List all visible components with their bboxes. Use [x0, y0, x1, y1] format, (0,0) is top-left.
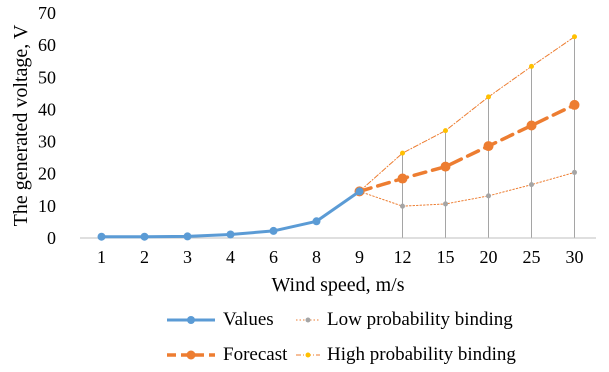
data-point-forecast: [483, 141, 494, 152]
y-axis-title: The generated voltage, V: [10, 24, 32, 226]
legend-swatch-low: [296, 317, 320, 323]
data-point-high-probability-binding: [486, 94, 491, 100]
legend-item-values: Values: [165, 305, 274, 335]
legend-swatch-high: [296, 352, 320, 358]
x-tick-label: 1: [97, 247, 106, 267]
legend-label-low: Low probability binding: [327, 309, 513, 330]
y-tick-label: 20: [38, 164, 56, 184]
data-point-high-probability-binding: [529, 63, 534, 69]
data-point-values: [226, 230, 235, 239]
data-point-values: [269, 226, 278, 235]
series-values: [97, 187, 364, 241]
y-tick-label: 60: [38, 35, 56, 55]
data-point-values: [97, 232, 106, 241]
x-tick-label: 9: [355, 247, 364, 267]
x-axis-title: Wind speed, m/s: [271, 274, 404, 296]
data-point-values: [140, 232, 149, 241]
x-tick-label: 4: [226, 247, 235, 267]
data-point-forecast: [440, 161, 451, 172]
legend-swatch-values: [167, 316, 215, 324]
legend-item-high: High probability binding: [295, 340, 516, 370]
x-tick-label: 25: [523, 247, 541, 267]
data-point-low-probability-binding: [400, 203, 405, 209]
legend-label-forecast: Forecast: [223, 344, 288, 365]
data-point-high-probability-binding: [443, 128, 448, 134]
legend-label-high: High probability binding: [327, 344, 516, 365]
data-point-high-probability-binding: [572, 34, 577, 40]
x-tick-label: 2: [140, 247, 149, 267]
series-line-values: [100, 189, 361, 239]
x-tick-label: 3: [183, 247, 192, 267]
y-tick-label: 40: [38, 99, 56, 119]
data-point-low-probability-binding: [572, 169, 577, 175]
series-lines: [97, 34, 580, 241]
series-high-probability-binding: [357, 34, 577, 194]
data-point-values: [355, 187, 364, 196]
x-tick-label: 20: [480, 247, 498, 267]
series-line-high-probability-binding: [359, 36, 575, 192]
series-line-forecast: [357, 103, 577, 194]
legend-item-low: Low probability binding: [295, 305, 513, 335]
data-point-forecast: [526, 120, 537, 131]
x-tick-label: 6: [269, 247, 278, 267]
y-tick-label: 70: [38, 3, 56, 23]
x-axis-ticks: 1 2 3 4 6 8 9 12 15 20 25 30: [97, 247, 584, 267]
legend-swatch-forecast: [167, 350, 215, 360]
data-point-low-probability-binding: [529, 182, 534, 188]
x-tick-label: 12: [394, 247, 412, 267]
y-axis-ticks: 0 10 20 30 40 50 60 70: [38, 3, 56, 248]
data-point-values: [312, 217, 321, 226]
data-point-high-probability-binding: [400, 150, 405, 156]
series-low-probability-binding: [357, 169, 577, 209]
series-line-low-probability-binding: [359, 171, 575, 207]
data-point-low-probability-binding: [486, 193, 491, 199]
legend-item-forecast: Forecast: [165, 340, 287, 370]
data-point-forecast: [397, 173, 408, 184]
data-point-values: [183, 232, 192, 241]
legend-label-values: Values: [223, 309, 274, 330]
error-bars: [402, 36, 575, 238]
chart-legend: Values Low probability binding Forecast …: [0, 300, 609, 372]
y-tick-label: 0: [47, 228, 56, 248]
x-tick-label: 8: [312, 247, 321, 267]
data-point-forecast: [569, 99, 580, 110]
data-point-low-probability-binding: [443, 201, 448, 207]
y-tick-label: 10: [38, 196, 56, 216]
x-tick-label: 15: [437, 247, 455, 267]
y-tick-label: 30: [38, 132, 56, 152]
y-tick-label: 50: [38, 67, 56, 87]
x-tick-label: 30: [566, 247, 584, 267]
